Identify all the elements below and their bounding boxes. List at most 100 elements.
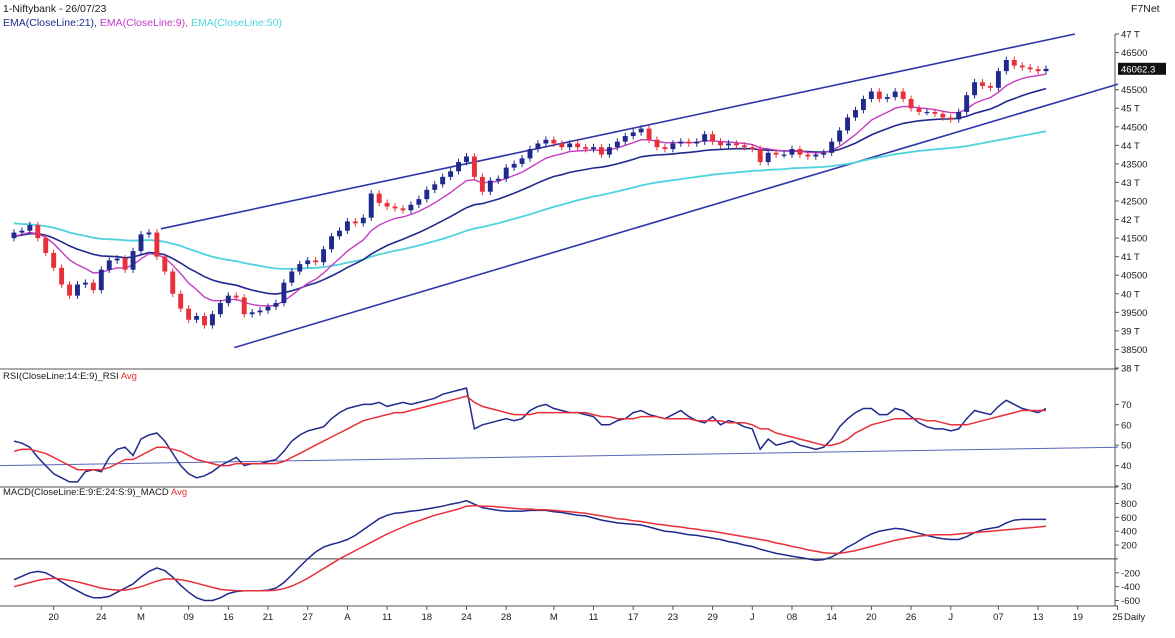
candle-body <box>257 310 263 313</box>
candle-body <box>892 91 898 98</box>
candle-body <box>376 193 382 203</box>
candle-body <box>297 264 303 272</box>
candle-body <box>400 208 406 211</box>
candle-body <box>853 110 858 118</box>
candle-body <box>765 152 771 163</box>
candle-body <box>265 306 271 311</box>
x-tick-label: A <box>344 612 351 623</box>
ema21-line <box>13 87 1047 295</box>
y-tick-label: 70 <box>1121 400 1132 411</box>
candle-body <box>249 312 255 315</box>
y-tick-label: 800 <box>1121 499 1137 510</box>
period-label: Daily <box>1124 612 1145 623</box>
candle-body <box>329 236 334 250</box>
rsi-trendline <box>0 446 1119 467</box>
candle-body <box>344 221 350 231</box>
candle-body <box>622 136 628 142</box>
candle-body <box>186 308 192 320</box>
candle-body <box>337 230 342 237</box>
candle-body <box>726 143 731 146</box>
candle-body <box>551 139 557 144</box>
candle-body <box>1035 69 1041 72</box>
rsi-avg-line <box>13 395 1046 471</box>
candle-body <box>35 225 41 239</box>
candle-body <box>591 147 596 150</box>
macd-avg-label: Avg <box>171 487 187 498</box>
y-tick-label: 30 <box>1121 482 1132 493</box>
macd-macd-line <box>13 499 1046 602</box>
candle-body <box>694 141 700 144</box>
candle-body <box>424 189 430 200</box>
x-tick-label: 24 <box>461 612 472 623</box>
candle-body <box>837 130 843 142</box>
candle-body <box>138 234 144 252</box>
candle-body <box>67 284 73 296</box>
legend-ema50[interactable]: EMA(CloseLine:50) <box>190 17 282 29</box>
candle-body <box>1027 67 1033 70</box>
x-tick-label: 19 <box>1072 612 1083 623</box>
legend-ema21[interactable]: EMA(CloseLine:21), <box>3 17 97 29</box>
x-tick-label: 09 <box>183 612 194 623</box>
candle-body <box>519 158 525 164</box>
candle-body <box>797 149 803 155</box>
y-tick-label: 38 T <box>1121 364 1140 375</box>
x-tick-label: M <box>137 612 145 623</box>
x-tick-label: 13 <box>1033 612 1044 623</box>
candle-body <box>432 184 438 190</box>
x-tick-label: M <box>550 612 558 623</box>
y-tick-label: 50 <box>1121 441 1132 452</box>
y-tick-label: 46500 <box>1121 48 1147 59</box>
candle-body <box>876 91 882 99</box>
y-tick-label: 39500 <box>1121 308 1147 319</box>
candle-body <box>321 249 327 263</box>
candle-body <box>583 147 589 150</box>
candle-body <box>162 256 168 272</box>
candle-body <box>559 143 565 148</box>
candle-body <box>670 143 676 150</box>
y-tick-label: 600 <box>1121 513 1137 524</box>
y-tick-label: 44 T <box>1121 141 1140 152</box>
channel-lower-line <box>234 83 1119 349</box>
candle-body <box>217 303 223 315</box>
candle-body <box>281 282 287 304</box>
candle-body <box>90 282 96 291</box>
candle-body <box>995 71 1001 88</box>
y-tick-label: 200 <box>1121 541 1137 552</box>
rsi-rsi-line <box>13 387 1047 483</box>
x-tick-label: J <box>750 612 755 623</box>
candle-body <box>313 260 319 263</box>
candle-body <box>51 252 57 268</box>
candle-body <box>654 139 660 148</box>
candle-body <box>360 217 366 224</box>
candle-body <box>900 91 906 99</box>
x-tick-label: 27 <box>302 612 313 623</box>
candle-body <box>821 152 827 155</box>
candle-body <box>614 141 620 148</box>
ema9-line <box>13 73 1047 307</box>
candle-body <box>225 295 231 304</box>
y-tick-label: 43500 <box>1121 159 1147 170</box>
y-tick-label: 42 T <box>1121 215 1140 226</box>
candle-body <box>987 85 993 88</box>
candle-body <box>368 193 374 218</box>
candle-body <box>448 171 454 177</box>
candle-body <box>43 238 49 253</box>
candle-body <box>678 141 684 144</box>
x-tick-label: 24 <box>96 612 107 623</box>
candle-body <box>479 176 485 192</box>
candle-body <box>471 156 477 177</box>
candle-body <box>535 143 541 150</box>
candle-body <box>178 293 184 309</box>
candle-body <box>972 82 978 96</box>
legend-ema9[interactable]: EMA(CloseLine:9), <box>99 17 189 29</box>
candle-body <box>956 111 962 120</box>
y-tick-label: 44500 <box>1121 122 1147 133</box>
candle-body <box>511 163 517 168</box>
y-tick-label: -200 <box>1121 568 1140 579</box>
candle-body <box>948 117 954 120</box>
x-tick-label: 18 <box>422 612 433 623</box>
candle-body <box>598 147 604 155</box>
y-tick-label: 42500 <box>1121 197 1147 208</box>
candle-body <box>416 199 422 205</box>
candle-body <box>781 154 787 156</box>
